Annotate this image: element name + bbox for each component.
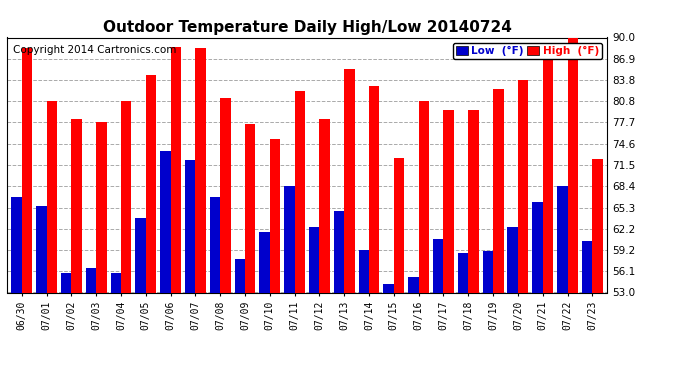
Bar: [170, 47, 181, 292]
Bar: [359, 250, 369, 292]
Text: Copyright 2014 Cartronics.com: Copyright 2014 Cartronics.com: [13, 45, 176, 55]
Bar: [557, 186, 567, 292]
Bar: [483, 251, 493, 292]
Bar: [384, 284, 394, 292]
Bar: [295, 91, 305, 292]
Bar: [532, 201, 543, 292]
Bar: [160, 151, 170, 292]
Bar: [270, 140, 280, 292]
Bar: [419, 101, 429, 292]
Bar: [245, 124, 255, 292]
Bar: [47, 101, 57, 292]
Bar: [567, 36, 578, 292]
Bar: [408, 277, 419, 292]
Bar: [284, 186, 295, 292]
Bar: [469, 110, 479, 292]
Bar: [592, 159, 603, 292]
Bar: [394, 158, 404, 292]
Bar: [11, 197, 22, 292]
Bar: [319, 119, 330, 292]
Bar: [369, 86, 380, 292]
Legend: Low  (°F), High  (°F): Low (°F), High (°F): [453, 43, 602, 59]
Bar: [135, 218, 146, 292]
Bar: [210, 197, 220, 292]
Bar: [86, 268, 96, 292]
Bar: [61, 273, 71, 292]
Bar: [344, 69, 355, 292]
Bar: [259, 232, 270, 292]
Bar: [507, 227, 518, 292]
Bar: [146, 75, 156, 292]
Bar: [235, 260, 245, 292]
Bar: [71, 119, 82, 292]
Bar: [444, 110, 454, 292]
Bar: [36, 206, 47, 292]
Bar: [96, 122, 107, 292]
Bar: [220, 98, 230, 292]
Bar: [458, 252, 469, 292]
Title: Outdoor Temperature Daily High/Low 20140724: Outdoor Temperature Daily High/Low 20140…: [103, 20, 511, 35]
Bar: [433, 239, 444, 292]
Bar: [518, 80, 529, 292]
Bar: [309, 227, 319, 292]
Bar: [543, 57, 553, 292]
Bar: [582, 241, 592, 292]
Bar: [195, 48, 206, 292]
Bar: [185, 160, 195, 292]
Bar: [493, 89, 504, 292]
Bar: [121, 101, 131, 292]
Bar: [110, 273, 121, 292]
Bar: [22, 48, 32, 292]
Bar: [334, 211, 344, 292]
